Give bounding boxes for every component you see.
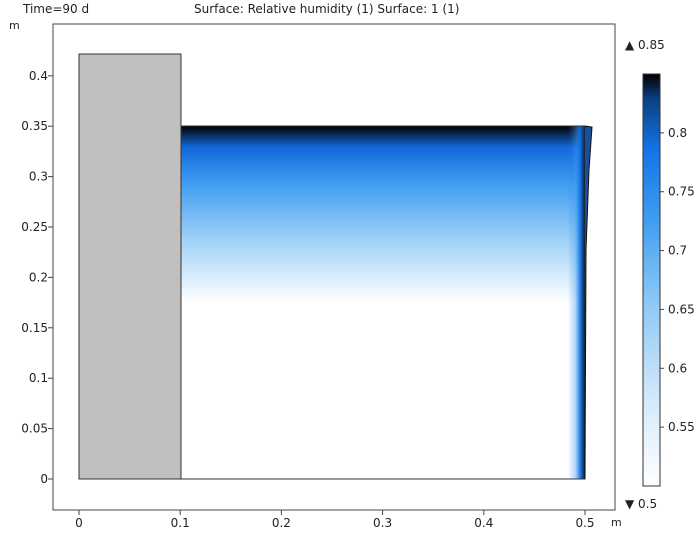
colorbar-gradient: [642, 73, 661, 487]
colorbar: ▲ 0.85 ▼ 0.5 0.55 0.6 0.65 0.7 0.75 0.8: [625, 38, 695, 511]
y-tick-label: 0.15: [21, 321, 48, 335]
colorbar-tick-label: 0.6: [668, 361, 687, 375]
colorbar-tick-label: 0.75: [668, 185, 695, 199]
plot-title: Surface: Relative humidity (1) Surface: …: [194, 2, 460, 16]
y-tick-label: 0.2: [29, 270, 48, 284]
colorbar-ticks: 0.55 0.6 0.65 0.7 0.75 0.8: [660, 126, 695, 434]
x-tick-label: 0.5: [575, 516, 594, 530]
colorbar-tick-label: 0.8: [668, 126, 687, 140]
colorbar-tick-label: 0.55: [668, 420, 695, 434]
y-tick-label: 0.05: [21, 422, 48, 436]
humidity-vertical-gradient: [181, 126, 585, 479]
y-axis: 0 0.05 0.1 0.15 0.2 0.25 0.3 0.35 0.4: [21, 69, 53, 486]
y-unit-label: m: [9, 19, 20, 32]
x-unit-label: m: [611, 516, 622, 529]
humidity-edge-gradient: [568, 126, 585, 479]
y-tick-label: 0.25: [21, 220, 48, 234]
x-tick-label: 0.1: [171, 516, 190, 530]
gray-block: [78, 53, 182, 480]
y-tick-label: 0.3: [29, 170, 48, 184]
deformed-edge: [585, 126, 592, 479]
deformed-edge-outline: [584, 125, 593, 480]
humidity-domain: [180, 125, 593, 480]
x-tick-label: 0: [75, 516, 83, 530]
y-tick-label: 0.4: [29, 69, 48, 83]
colorbar-tick-label: 0.7: [668, 244, 687, 258]
time-label: Time=90 d: [23, 2, 90, 16]
x-tick-label: 0.2: [272, 516, 291, 530]
y-tick-label: 0.35: [21, 119, 48, 133]
colorbar-max-label: ▲ 0.85: [625, 38, 665, 52]
x-tick-label: 0.4: [474, 516, 493, 530]
colorbar-min-label: ▼ 0.5: [625, 497, 657, 511]
y-tick-label: 0.1: [29, 371, 48, 385]
axes-frame: [52, 23, 616, 511]
x-axis: 0 0.1 0.2 0.3 0.4 0.5: [75, 510, 595, 530]
x-tick-label: 0.3: [373, 516, 392, 530]
y-tick-label: 0: [40, 472, 48, 486]
colorbar-tick-label: 0.65: [668, 302, 695, 316]
